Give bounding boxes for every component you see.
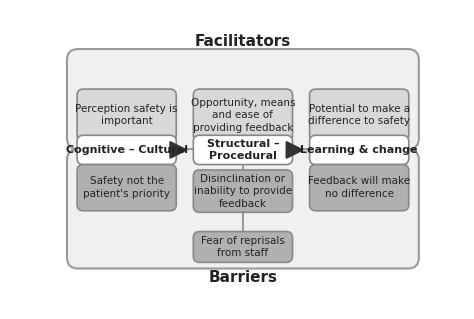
Text: Disinclination or
inability to provide
feedback: Disinclination or inability to provide f… <box>194 174 292 209</box>
FancyBboxPatch shape <box>67 49 419 149</box>
Text: Facilitators: Facilitators <box>195 34 291 49</box>
Text: Feedback will make
no difference: Feedback will make no difference <box>308 176 410 199</box>
FancyBboxPatch shape <box>77 135 176 165</box>
Text: Barriers: Barriers <box>209 270 277 285</box>
FancyBboxPatch shape <box>310 165 409 211</box>
Text: Opportunity, means
and ease of
providing feedback: Opportunity, means and ease of providing… <box>191 98 295 133</box>
FancyBboxPatch shape <box>193 89 292 141</box>
Text: Fear of reprisals
from staff: Fear of reprisals from staff <box>201 236 285 258</box>
FancyBboxPatch shape <box>77 89 176 141</box>
FancyBboxPatch shape <box>67 149 419 269</box>
Text: Potential to make a
difference to safety: Potential to make a difference to safety <box>308 104 410 126</box>
Text: Structural –
Procedural: Structural – Procedural <box>207 139 279 161</box>
Text: Cognitive – Cultural: Cognitive – Cultural <box>66 145 188 155</box>
Text: Perception safety is
important: Perception safety is important <box>75 104 178 126</box>
Text: Safety not the
patient's priority: Safety not the patient's priority <box>83 176 170 199</box>
FancyBboxPatch shape <box>77 165 176 211</box>
FancyBboxPatch shape <box>310 135 409 165</box>
FancyBboxPatch shape <box>310 89 409 141</box>
FancyBboxPatch shape <box>193 135 292 165</box>
Text: Learning & change: Learning & change <box>301 145 418 155</box>
FancyBboxPatch shape <box>193 170 292 212</box>
FancyBboxPatch shape <box>193 232 292 262</box>
